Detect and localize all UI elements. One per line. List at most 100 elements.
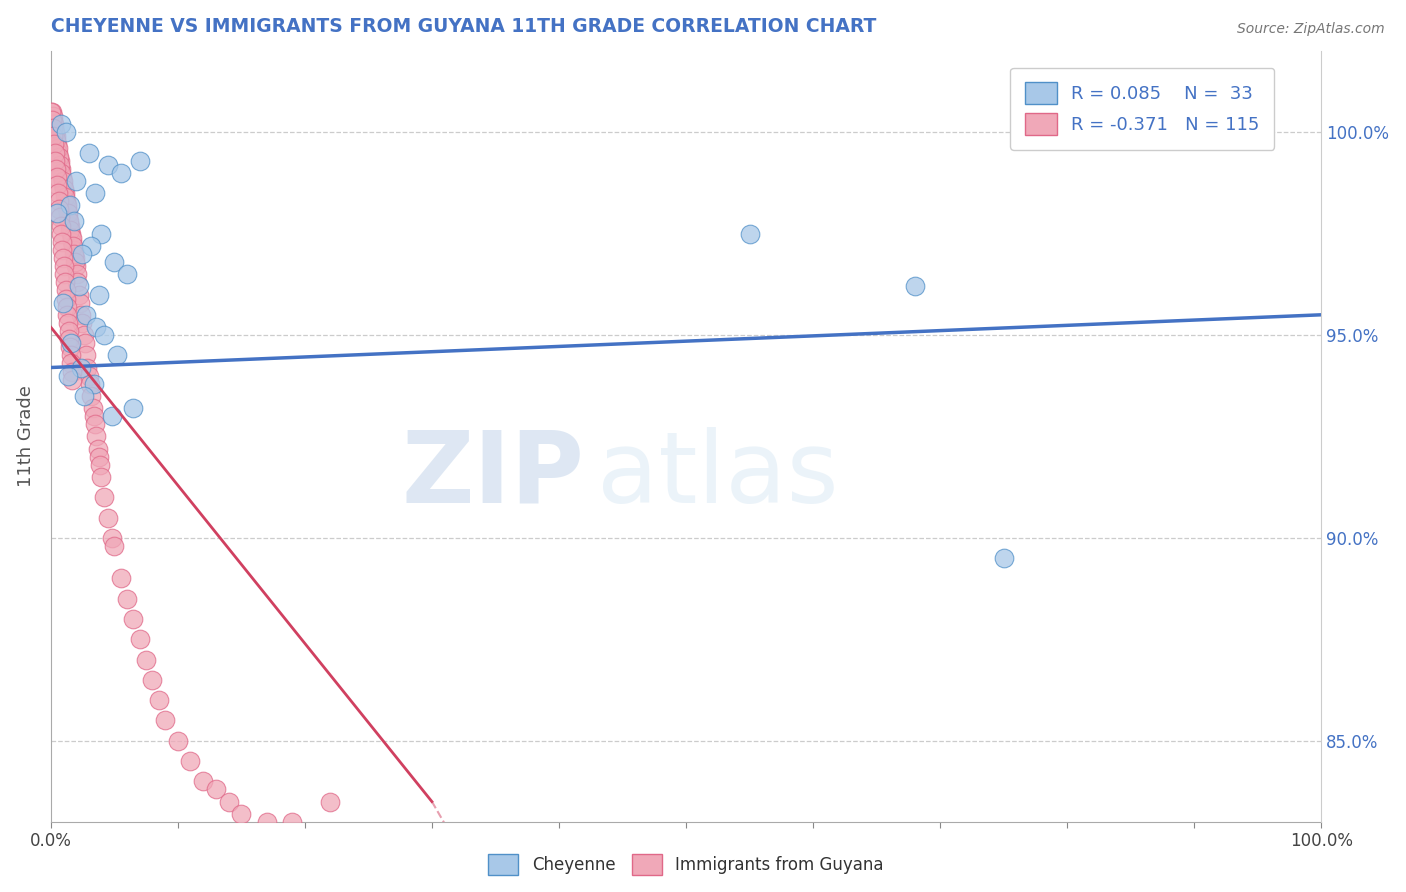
Point	[41, 113, 63, 128]
Point	[103, 539, 125, 553]
Point	[42, 121, 65, 136]
Point	[42, 129, 65, 144]
Point	[166, 733, 188, 747]
Point	[59, 222, 82, 236]
Point	[128, 153, 150, 168]
Point	[122, 401, 145, 415]
Point	[83, 376, 105, 391]
Point	[44, 137, 66, 152]
Point	[58, 211, 80, 225]
Point	[60, 356, 83, 370]
Point	[256, 814, 278, 829]
Point	[90, 227, 112, 241]
Y-axis label: 11th Grade: 11th Grade	[17, 385, 35, 487]
Point	[51, 235, 73, 249]
Point	[56, 316, 79, 330]
Point	[77, 368, 100, 383]
Point	[90, 470, 112, 484]
Point	[62, 239, 84, 253]
Point	[141, 673, 163, 687]
Point	[48, 202, 70, 217]
Point	[60, 230, 83, 244]
Point	[122, 612, 145, 626]
Point	[44, 121, 66, 136]
Point	[86, 320, 108, 334]
Point	[82, 401, 104, 415]
Point	[63, 247, 86, 261]
Point	[63, 251, 86, 265]
Point	[44, 145, 66, 160]
Point	[97, 158, 120, 172]
Point	[80, 239, 103, 253]
Point	[65, 259, 87, 273]
Point	[62, 214, 84, 228]
Text: CHEYENNE VS IMMIGRANTS FROM GUYANA 11TH GRADE CORRELATION CHART: CHEYENNE VS IMMIGRANTS FROM GUYANA 11TH …	[51, 17, 876, 36]
Point	[46, 137, 69, 152]
Point	[62, 373, 84, 387]
Point	[53, 186, 76, 200]
Point	[46, 186, 69, 200]
Point	[52, 251, 75, 265]
Point	[904, 279, 927, 293]
Point	[49, 158, 72, 172]
Point	[73, 389, 96, 403]
Point	[128, 632, 150, 647]
Point	[49, 227, 72, 241]
Point	[52, 295, 75, 310]
Point	[55, 284, 77, 298]
Point	[59, 340, 82, 354]
Point	[65, 255, 87, 269]
Point	[59, 219, 82, 233]
Point	[55, 194, 77, 209]
Point	[59, 336, 82, 351]
Point	[58, 324, 80, 338]
Point	[84, 417, 107, 432]
Point	[53, 267, 76, 281]
Point	[93, 328, 115, 343]
Point	[49, 219, 72, 233]
Point	[110, 571, 132, 585]
Point	[56, 308, 79, 322]
Point	[319, 795, 342, 809]
Point	[58, 214, 80, 228]
Point	[76, 360, 98, 375]
Point	[77, 145, 100, 160]
Point	[55, 198, 77, 212]
Point	[83, 409, 105, 424]
Point	[218, 795, 240, 809]
Point	[46, 141, 69, 155]
Point	[84, 186, 107, 200]
Point	[53, 182, 76, 196]
Point	[49, 211, 72, 225]
Point	[205, 782, 228, 797]
Point	[148, 693, 170, 707]
Point	[45, 129, 67, 144]
Point	[80, 389, 103, 403]
Point	[231, 806, 253, 821]
Point	[42, 113, 65, 128]
Point	[66, 276, 89, 290]
Point	[60, 365, 83, 379]
Point	[46, 206, 69, 220]
Text: atlas: atlas	[598, 426, 839, 524]
Point	[59, 348, 82, 362]
Point	[73, 328, 96, 343]
Point	[45, 161, 67, 176]
Point	[58, 332, 80, 346]
Point	[100, 531, 122, 545]
Point	[60, 235, 83, 249]
Point	[58, 368, 80, 383]
Point	[48, 150, 70, 164]
Point	[55, 125, 77, 139]
Point	[46, 145, 69, 160]
Point	[87, 287, 110, 301]
Point	[75, 308, 97, 322]
Point	[52, 178, 75, 192]
Point	[97, 510, 120, 524]
Point	[41, 109, 63, 123]
Point	[49, 161, 72, 176]
Point	[52, 259, 75, 273]
Point	[62, 243, 84, 257]
Point	[41, 105, 63, 120]
Point	[51, 169, 73, 184]
